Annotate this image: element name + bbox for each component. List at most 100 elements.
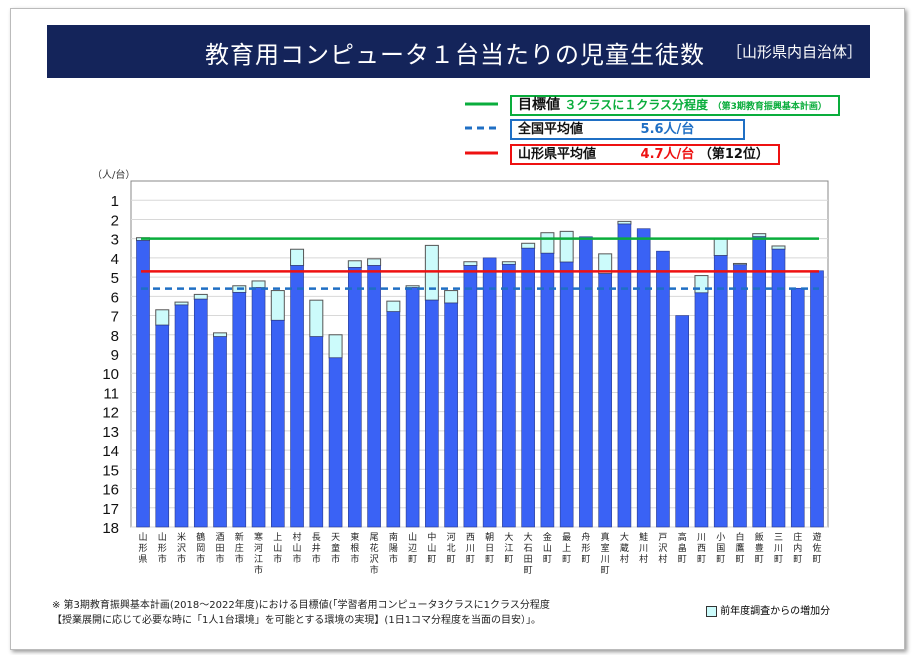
x-tick-label: 米沢市 <box>177 531 186 565</box>
y-tick-label: 6 <box>111 289 119 306</box>
bar-increase <box>463 261 478 267</box>
bar-increase <box>540 232 555 254</box>
y-tick-label: 3 <box>111 232 119 249</box>
bar-increase <box>521 242 536 249</box>
bar-increase <box>251 280 266 289</box>
x-tick-label: 長井市 <box>312 532 321 565</box>
x-tick-label: 大蔵村 <box>620 531 629 565</box>
title-bar: 教育用コンピュータ１台当たりの児童生徒数 ［山形県内自治体］ <box>47 25 870 78</box>
y-tick-label: 9 <box>111 347 119 364</box>
y-tick-label: 5 <box>111 270 119 287</box>
bar <box>810 270 824 528</box>
bar-increase <box>559 230 574 263</box>
x-tick-label: 白鷹町 <box>735 531 744 565</box>
bar <box>636 228 651 528</box>
bar <box>232 292 247 528</box>
x-tick-label: 寒河江市 <box>254 531 263 576</box>
bar <box>598 273 612 528</box>
bar <box>752 236 767 528</box>
x-tick-label: 山辺町 <box>408 532 417 565</box>
footnote-line-2: 【授業展開に応じて必要な時に「1人1台環境」を可能とする環境の実現】(1日1コマ… <box>52 615 542 626</box>
x-tick-label: 鶴岡市 <box>196 531 205 565</box>
x-tick-label: 金山町 <box>543 531 552 565</box>
bar <box>425 299 439 528</box>
x-tick-label: 南陽市 <box>389 531 398 565</box>
x-tick-label: 飯豊町 <box>755 531 764 565</box>
bar-increase <box>386 300 401 313</box>
x-tick-label: 新庄市 <box>235 531 244 565</box>
bar <box>617 223 632 528</box>
bar-increase <box>213 332 228 338</box>
bar <box>675 315 690 528</box>
x-tick-label: 河北町 <box>447 531 456 565</box>
x-tick-label: 朝日町 <box>485 532 494 565</box>
x-tick-label: 西川町 <box>466 532 475 565</box>
bar <box>251 287 266 528</box>
x-tick-label: 小国町 <box>716 532 725 565</box>
legend-target-label: 目標値 <box>518 97 560 113</box>
bar-increase <box>713 238 728 257</box>
legend-target-value: ３クラスに１クラス分程度 <box>564 98 709 112</box>
bar-increase <box>617 220 632 225</box>
bar <box>155 324 170 528</box>
bar <box>328 357 343 528</box>
y-tick-label: 15 <box>102 462 119 479</box>
bar <box>290 265 304 528</box>
page-title: 教育用コンピュータ１台当たりの児童生徒数 <box>205 41 705 69</box>
legend-increase-swatch <box>706 605 717 617</box>
bar <box>733 264 747 528</box>
y-axis-label: （人/台） <box>92 168 135 181</box>
x-tick-label: 舟形町 <box>581 531 590 565</box>
page-subtitle: ［山形県内自治体］ <box>726 43 862 61</box>
legend-national-label: 全国平均値 <box>518 122 584 137</box>
bar-increase <box>752 233 767 238</box>
bar-increase <box>424 244 439 301</box>
bar <box>463 265 478 528</box>
bar <box>193 298 208 528</box>
bar-increase <box>174 301 189 306</box>
y-tick-label: 10 <box>102 366 119 383</box>
y-tick-label: 13 <box>102 424 119 441</box>
bar <box>694 292 709 528</box>
x-tick-label: 天童市 <box>331 533 340 565</box>
x-tick-label: 東根市 <box>350 531 359 565</box>
x-tick-label: 山形市 <box>158 532 167 565</box>
legend-target-note: （第3期教育振興基本計画） <box>712 102 827 112</box>
x-tick-label: 戸沢村 <box>658 532 667 565</box>
bar <box>521 247 535 528</box>
y-tick-label: 14 <box>102 443 119 460</box>
bar <box>482 257 497 528</box>
legend-national-value: 5.6人/台 <box>640 122 695 137</box>
bar-increase <box>501 261 516 265</box>
x-tick-label: 酒田市 <box>216 532 225 565</box>
bar-increase <box>771 245 786 250</box>
x-tick-label: 遊佐町 <box>812 531 821 565</box>
legend-increase: 前年度調査からの増加分 <box>706 602 830 617</box>
legend-prefecture-rank: （第12位） <box>698 147 769 162</box>
bar <box>540 252 555 528</box>
x-tick-label: 山形県 <box>138 532 147 565</box>
y-tick-label: 11 <box>103 385 119 402</box>
legend-prefecture-label: 山形県平均値 <box>518 147 597 162</box>
y-tick-label: 16 <box>102 482 119 499</box>
x-tick-label: 高畠町 <box>678 531 687 565</box>
x-tick-label: 村山市 <box>293 531 302 565</box>
y-tick-label: 1 <box>111 193 119 210</box>
bar <box>771 248 786 528</box>
bar <box>656 250 670 528</box>
bar <box>502 264 516 528</box>
y-tick-label: 2 <box>111 212 119 229</box>
bar-increase <box>155 309 170 326</box>
bar <box>270 320 285 528</box>
x-tick-label: 上山市 <box>273 532 282 565</box>
y-tick-label: 18 <box>102 520 119 537</box>
bar-increase <box>328 334 343 359</box>
x-tick-label: 中山町 <box>427 531 436 565</box>
x-tick-label: 最上町 <box>562 532 571 565</box>
x-tick-label: 鮭川村 <box>639 531 648 565</box>
bar <box>790 287 805 528</box>
bar-increase <box>290 248 305 267</box>
bar-increase <box>193 293 208 300</box>
